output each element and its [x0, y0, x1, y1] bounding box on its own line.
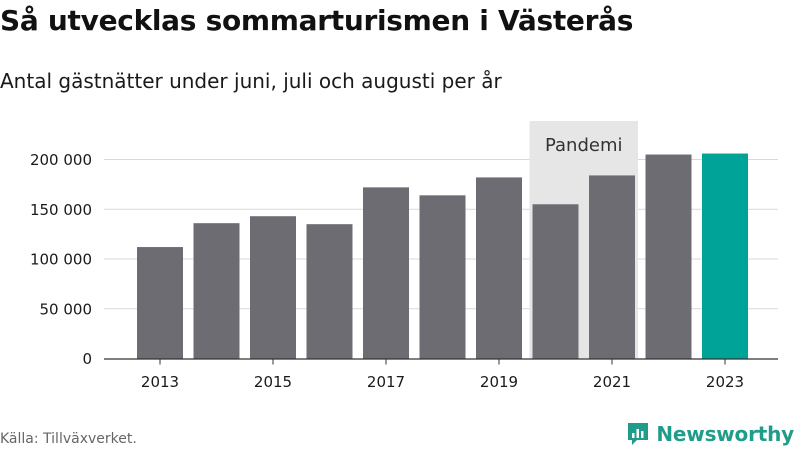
bar-2023	[702, 153, 748, 359]
bar-2020	[532, 204, 579, 359]
bar-2013	[137, 247, 183, 359]
y-tick-label: 50 000	[40, 300, 93, 318]
bar-2018	[419, 195, 466, 359]
bar-2015	[250, 216, 296, 359]
x-tick-label: 2021	[593, 373, 631, 391]
y-tick-label: 100 000	[30, 251, 92, 269]
y-tick-label: 0	[82, 350, 92, 368]
brand-logo: Newsworthy	[626, 420, 794, 448]
x-tick-label: 2017	[367, 373, 405, 391]
bar-2019	[476, 177, 522, 359]
bar-2016	[306, 224, 353, 359]
x-tick-label: 2023	[706, 373, 744, 391]
brand-name: Newsworthy	[656, 422, 794, 446]
bar-2022	[645, 154, 692, 359]
x-tick-label: 2019	[480, 373, 518, 391]
bar-2014	[193, 223, 240, 359]
chart-subtitle: Antal gästnätter under juni, juli och au…	[0, 69, 502, 93]
y-tick-label: 150 000	[30, 201, 92, 219]
bar-2021	[589, 175, 635, 359]
bar-2017	[363, 187, 409, 359]
annotation-label: Pandemi	[545, 135, 623, 156]
newsworthy-logo-icon	[628, 423, 649, 445]
x-tick-label: 2015	[254, 373, 292, 391]
x-tick-label: 2013	[141, 373, 179, 391]
chart-title: Så utvecklas sommarturismen i Västerås	[0, 4, 634, 37]
y-tick-label: 200 000	[30, 151, 92, 169]
source-note: Källa: Tillväxverket.	[0, 431, 137, 447]
